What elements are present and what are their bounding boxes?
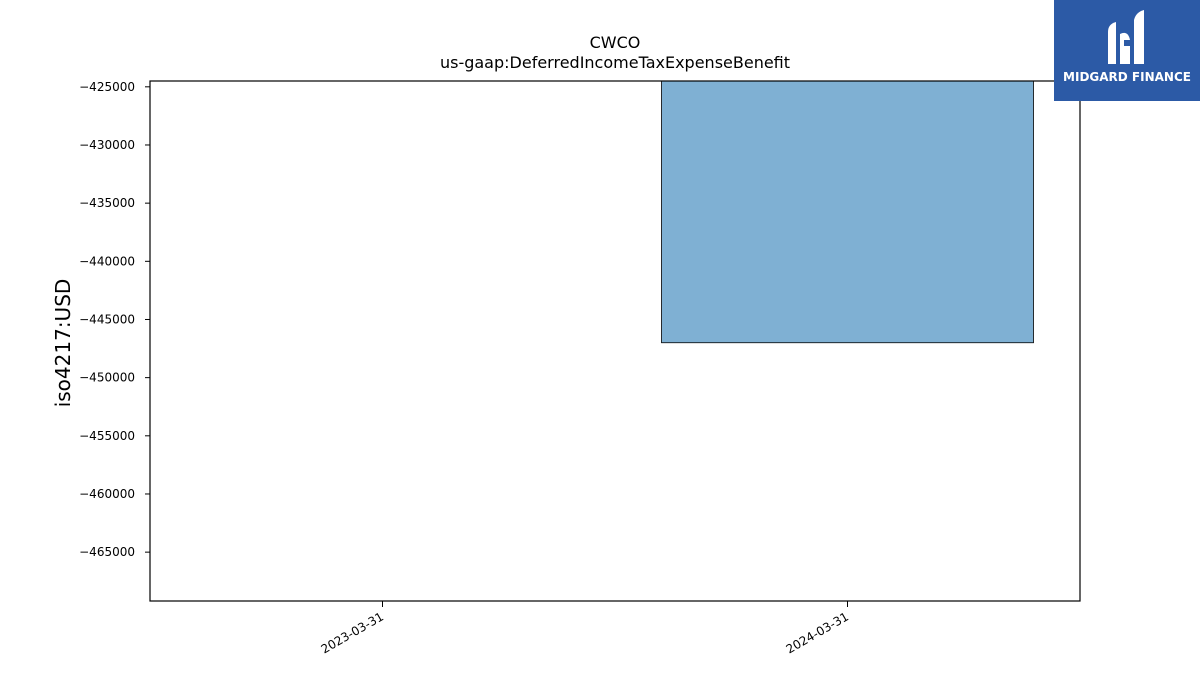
y-tick-label: −435000 [79, 196, 135, 210]
y-tick-label: −450000 [79, 371, 135, 385]
midgard-finance-logo: MIDGARD FINANCE [1054, 0, 1200, 101]
chart-title: CWCO [590, 33, 641, 52]
y-axis-label: iso4217:USD [51, 279, 75, 408]
y-tick-label: −460000 [79, 487, 135, 501]
y-tick-label: −430000 [79, 138, 135, 152]
chart-subtitle: us-gaap:DeferredIncomeTaxExpenseBenefit [440, 53, 790, 72]
y-ticks-layer: −425000 −430000 −435000 −440000 −445000 −4500… [79, 80, 150, 559]
y-tick-label: −455000 [79, 429, 135, 443]
x-ticks-layer: 2023-03-31 2024-03-31 [319, 601, 851, 656]
midgard-logo-icon [1108, 10, 1144, 64]
bars-layer [661, 80, 1034, 344]
x-tick-label: 2024-03-31 [784, 609, 851, 656]
bar-2024-03-31 [661, 80, 1034, 344]
x-tick-label: 2023-03-31 [319, 609, 386, 656]
y-tick-label: −465000 [79, 545, 135, 559]
y-tick-label: −425000 [79, 80, 135, 94]
y-tick-label: −440000 [79, 254, 135, 268]
plot-area-frame [149, 80, 1081, 602]
y-tick-label: −445000 [79, 312, 135, 326]
brand-name: MIDGARD FINANCE [1063, 70, 1191, 84]
